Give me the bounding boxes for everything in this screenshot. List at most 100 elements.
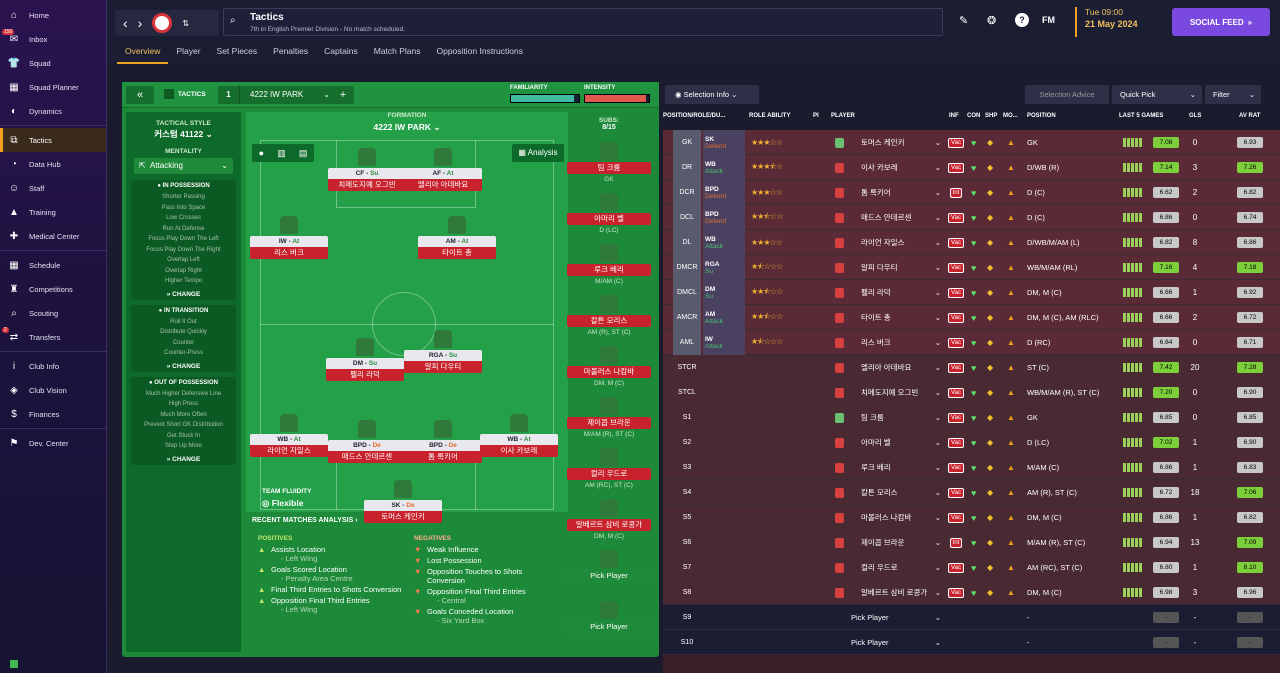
player-name-dropdown[interactable]: 아마리 벨 ⌄ bbox=[861, 430, 941, 455]
column-header[interactable]: GLS bbox=[1189, 113, 1202, 119]
position-card[interactable]: AM - At 타이트 총 bbox=[418, 216, 496, 259]
nav-item-training[interactable]: ▲ Training bbox=[0, 200, 106, 224]
date-block[interactable]: Tue 09:00 21 May 2024 bbox=[1075, 7, 1165, 37]
table-row[interactable]: DR WB Attack ★★★⯪☆ 이사 카보레 ⌄ Vac ♥ ◆ ▲ D/WB (R) 7.14… bbox=[663, 155, 1280, 180]
pitch-view-icon[interactable]: ▤ bbox=[298, 147, 308, 158]
nav-item-data-hub[interactable]: ◔ Data Hub bbox=[0, 152, 106, 176]
nav-item-staff[interactable]: ☺ Staff bbox=[0, 176, 106, 200]
in-transition-change-button[interactable]: » CHANGE bbox=[166, 362, 201, 370]
table-row[interactable]: STCR 엘리아 아데바요 ⌄ Vac ♥ ◆ ▲ ST (C) 7.42 20 7.28 bbox=[663, 355, 1280, 380]
role-duty-dropdown[interactable]: BPD Defend bbox=[703, 180, 745, 205]
table-row[interactable]: S8 알베르트 삼비 로콩가 ⌄ Vac ♥ ◆ ▲ DM, M (C) 6.98 3 6.96 bbox=[663, 580, 1280, 605]
column-header[interactable]: AV RAT bbox=[1239, 113, 1261, 119]
social-feed-button[interactable]: SOCIAL FEED» bbox=[1172, 8, 1270, 36]
player-name-dropdown[interactable]: 타이트 총 ⌄ bbox=[861, 305, 941, 330]
table-row[interactable]: S2 아마리 벨 ⌄ Vac ♥ ◆ ▲ D (LC) 7.02 1 6.90 bbox=[663, 430, 1280, 455]
nav-item-club-info[interactable]: i Club Info bbox=[0, 354, 106, 378]
sub-card[interactable]: 루크 베리 M/AM (C) bbox=[567, 244, 651, 285]
nav-item-club-vision[interactable]: ◈ Club Vision bbox=[0, 378, 106, 402]
player-name-dropdown[interactable]: 매드스 안데르센 ⌄ bbox=[861, 205, 941, 230]
analysis-title[interactable]: RECENT MATCHES ANALYSIS › bbox=[252, 517, 358, 524]
position-card[interactable]: IW - At 리스 버크 bbox=[250, 216, 328, 259]
nav-item-scouting[interactable]: ⌕ Scouting bbox=[0, 301, 106, 325]
in-possession-change-button[interactable]: » CHANGE bbox=[166, 290, 201, 298]
nav-item-competitions[interactable]: ♜ Competitions bbox=[0, 277, 106, 301]
table-row[interactable]: S6 제이콥 브라운 ⌄ Int ♥ ◆ ▲ M/AM (R), ST (C) 6.94 13 7.… bbox=[663, 530, 1280, 555]
column-header[interactable]: CON bbox=[967, 113, 981, 119]
brain-icon[interactable]: ❂ bbox=[987, 15, 997, 27]
player-name-dropdown[interactable]: 팀 크룸 ⌄ bbox=[861, 405, 941, 430]
player-name-dropdown[interactable]: Pick Player ⌄ bbox=[851, 630, 941, 655]
position-card[interactable]: SK - De 토머스 케인키 bbox=[364, 480, 442, 523]
sub-card[interactable]: 팀 크룸 GK bbox=[567, 142, 651, 183]
forward-arrow-icon[interactable]: › bbox=[137, 15, 143, 31]
nav-item-dev-center[interactable]: ⚑ Dev. Center bbox=[0, 431, 106, 455]
sub-card[interactable]: 마볼러스 나캄바 DM, M (C) bbox=[567, 346, 651, 387]
analysis-button[interactable]: ▦ Analysis bbox=[512, 144, 564, 162]
column-header[interactable]: POSITION bbox=[1027, 113, 1056, 119]
sub-card[interactable]: 아마리 벨 D (LC) bbox=[567, 193, 651, 234]
role-duty-dropdown[interactable]: WB Attack bbox=[703, 155, 745, 180]
column-header[interactable]: SHP bbox=[985, 113, 998, 119]
view-toggle[interactable]: ● ▥ ▤ bbox=[252, 144, 314, 162]
tab-captains[interactable]: Captains bbox=[324, 46, 358, 56]
player-name-dropdown[interactable]: 컬리 우드로 ⌄ bbox=[861, 555, 941, 580]
role-duty-dropdown[interactable]: AM Attack bbox=[703, 305, 745, 330]
club-badge-icon[interactable] bbox=[152, 13, 173, 33]
player-name-dropdown[interactable]: 칼튼 모리스 ⌄ bbox=[861, 480, 941, 505]
back-arrow-icon[interactable]: ‹ bbox=[123, 15, 128, 31]
tactical-style-dropdown[interactable]: 커스텀 41122 ⌄ bbox=[154, 129, 213, 139]
role-duty-dropdown[interactable]: WB Attack bbox=[703, 230, 745, 255]
table-row[interactable]: S5 마볼러스 나캄바 ⌄ Vac ♥ ◆ ▲ DM, M (C) 6.86 1 6.82 bbox=[663, 505, 1280, 530]
role-duty-dropdown[interactable]: DM Su bbox=[703, 280, 745, 305]
nav-item-squad-planner[interactable]: ▦ Squad Planner bbox=[0, 75, 106, 99]
position-card[interactable]: AF - At 엘리아 아데바요 bbox=[404, 148, 482, 191]
nav-item-dynamics[interactable]: ◐ Dynamics bbox=[0, 99, 106, 123]
club-switch-icon[interactable]: ⇅ bbox=[182, 18, 190, 28]
tab-overview[interactable]: Overview bbox=[117, 42, 169, 64]
tactic-selector[interactable]: 1 4222 IW PARK ⌄ bbox=[218, 86, 336, 104]
position-card[interactable]: WB - At 라이언 자일스 bbox=[250, 414, 328, 457]
selection-advice-button[interactable]: Selection Advice bbox=[1025, 85, 1109, 104]
nav-item-squad[interactable]: 👕 Squad bbox=[0, 51, 106, 75]
player-name-dropdown[interactable]: 펠리 라덕 ⌄ bbox=[861, 280, 941, 305]
column-header[interactable]: PI bbox=[813, 113, 819, 119]
role-duty-dropdown[interactable]: IW Attack bbox=[703, 330, 745, 355]
role-duty-dropdown[interactable]: RGA Su bbox=[703, 255, 745, 280]
role-duty-dropdown[interactable]: BPD Defend bbox=[703, 205, 745, 230]
column-header[interactable]: PLAYER bbox=[831, 113, 855, 119]
table-row[interactable]: S1 팀 크룸 ⌄ Vac ♥ ◆ ▲ GK 6.85 0 6.85 bbox=[663, 405, 1280, 430]
nav-item-schedule[interactable]: ▦ Schedule bbox=[0, 253, 106, 277]
fm-menu-button[interactable]: FM bbox=[1042, 15, 1055, 25]
filter-button[interactable]: Filter ⌄ bbox=[1205, 85, 1261, 104]
help-icon[interactable]: ? bbox=[1015, 13, 1029, 27]
player-view-icon[interactable]: ● bbox=[258, 148, 265, 158]
player-name-dropdown[interactable]: 이사 카보레 ⌄ bbox=[861, 155, 941, 180]
column-header[interactable]: LAST 5 GAMES bbox=[1119, 113, 1164, 119]
table-row[interactable]: STCL 치메도지예 오그빈 ⌄ Vac ♥ ◆ ▲ WB/M/AM (R), ST (C) 7… bbox=[663, 380, 1280, 405]
nav-item-inbox[interactable]: ✉ Inbox 150 bbox=[0, 27, 106, 51]
player-name-dropdown[interactable]: 알피 다우티 ⌄ bbox=[861, 255, 941, 280]
table-row[interactable]: S7 컬리 우드로 ⌄ Vac ♥ ◆ ▲ AM (RC), ST (C) 6.80 1 8.10 bbox=[663, 555, 1280, 580]
formation-dropdown[interactable]: 4222 IW PARK ⌄ bbox=[373, 122, 441, 132]
sub-card[interactable]: 칼튼 모리스 AM (R), ST (C) bbox=[567, 295, 651, 336]
player-name-dropdown[interactable]: 엘리아 아데바요 ⌄ bbox=[861, 355, 941, 380]
position-card[interactable]: CF - Su 치메도지예 오그빈 bbox=[328, 148, 406, 191]
table-row[interactable]: AMCR AM Attack ★★⯪☆☆ 타이트 총 ⌄ Vac ♥ ◆ ▲ DM, M (C), … bbox=[663, 305, 1280, 330]
tab-penalties[interactable]: Penalties bbox=[273, 46, 309, 56]
player-name-dropdown[interactable]: 치메도지예 오그빈 ⌄ bbox=[861, 380, 941, 405]
sub-card[interactable]: 컬리 우드로 AM (RC), ST (C) bbox=[567, 448, 651, 489]
position-card[interactable]: DM - Su 펠리 라덕 bbox=[326, 338, 404, 381]
sub-card[interactable]: Pick Player bbox=[567, 601, 651, 635]
column-header[interactable]: INF bbox=[949, 113, 959, 119]
nav-item-finances[interactable]: $ Finances bbox=[0, 402, 106, 426]
column-header[interactable]: POSITION/ROLE/DU... bbox=[663, 113, 726, 119]
nav-item-home[interactable]: ⌂ Home bbox=[0, 3, 106, 27]
player-name-dropdown[interactable]: Pick Player ⌄ bbox=[851, 605, 941, 630]
role-duty-dropdown[interactable]: SK Defend bbox=[703, 130, 745, 155]
player-name-dropdown[interactable]: 톰 록키어 ⌄ bbox=[861, 180, 941, 205]
table-row[interactable]: S3 루크 베리 ⌄ Vac ♥ ◆ ▲ M/AM (C) 6.86 1 6.83 bbox=[663, 455, 1280, 480]
player-name-dropdown[interactable]: 알베르트 삼비 로콩가 ⌄ bbox=[861, 580, 941, 605]
table-row[interactable]: DCL BPD Defend ★★⯪☆☆ 매드스 안데르센 ⌄ Vac ♥ ◆ ▲ D (C) 6.8… bbox=[663, 205, 1280, 230]
table-row[interactable]: DMCL DM Su ★★⯪☆☆ 펠리 라덕 ⌄ Vac ♥ ◆ ▲ DM, M (C) 6.66 1 6… bbox=[663, 280, 1280, 305]
